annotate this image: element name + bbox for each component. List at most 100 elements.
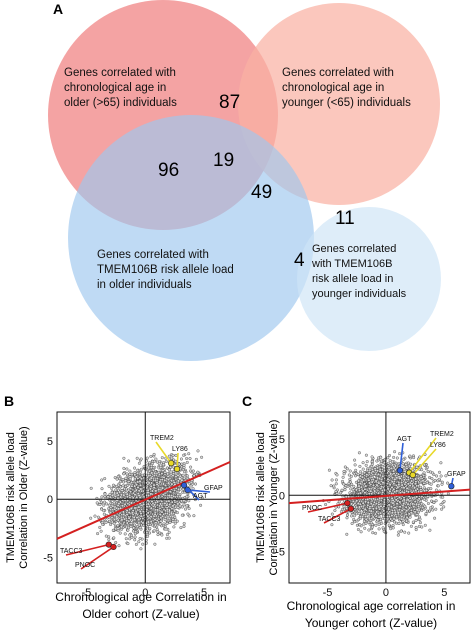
data-point — [124, 506, 128, 510]
data-point — [387, 509, 391, 513]
data-point — [434, 507, 438, 511]
data-point — [361, 481, 365, 485]
data-point — [404, 489, 408, 493]
data-point — [167, 482, 171, 486]
data-point — [382, 508, 386, 512]
data-point — [146, 502, 150, 506]
data-point — [178, 479, 182, 483]
data-point — [127, 526, 131, 530]
data-point — [125, 506, 129, 510]
data-point — [167, 482, 170, 486]
data-point — [386, 482, 390, 486]
data-point — [383, 489, 387, 493]
data-point — [119, 506, 123, 510]
data-point — [385, 478, 389, 482]
data-point — [401, 486, 405, 490]
data-point — [187, 507, 191, 510]
data-point — [147, 502, 151, 506]
data-point — [389, 486, 392, 490]
data-point — [153, 495, 157, 499]
data-point — [139, 527, 143, 531]
data-point — [361, 467, 365, 471]
data-point — [362, 476, 366, 480]
data-point — [115, 501, 118, 505]
data-point — [144, 514, 148, 518]
data-point — [154, 508, 158, 512]
data-point — [132, 474, 136, 478]
data-point — [379, 492, 383, 495]
data-point — [135, 483, 139, 487]
data-point — [376, 507, 380, 511]
data-point — [146, 478, 150, 482]
data-point — [157, 491, 161, 495]
data-point — [371, 477, 375, 481]
data-point — [111, 509, 115, 513]
data-point — [386, 504, 390, 508]
data-point — [397, 488, 401, 492]
data-point — [144, 526, 148, 530]
data-point — [367, 479, 371, 483]
data-point — [150, 496, 154, 500]
data-point — [409, 509, 413, 513]
data-point — [106, 494, 110, 498]
data-point — [348, 491, 352, 495]
data-point — [436, 484, 440, 488]
data-point — [400, 492, 403, 495]
data-point — [144, 481, 148, 485]
data-point — [142, 501, 146, 505]
data-point — [389, 493, 393, 497]
data-point — [391, 511, 395, 515]
data-point — [154, 497, 158, 501]
data-point — [164, 495, 168, 499]
data-point — [373, 470, 377, 474]
data-point — [408, 485, 412, 489]
data-point — [387, 506, 390, 510]
data-point — [397, 478, 401, 482]
data-point — [118, 490, 122, 494]
data-point — [175, 462, 179, 466]
data-point — [174, 498, 177, 502]
data-point — [374, 471, 378, 475]
data-point — [375, 514, 379, 518]
data-point — [134, 513, 138, 517]
data-point — [108, 510, 112, 514]
data-point — [133, 489, 137, 493]
data-point — [359, 474, 363, 478]
data-point — [162, 463, 166, 467]
data-point — [370, 514, 373, 518]
data-point — [411, 499, 415, 503]
data-point — [148, 507, 152, 511]
data-point — [127, 492, 131, 496]
data-point — [151, 488, 155, 491]
data-point — [140, 485, 144, 488]
data-point — [356, 479, 360, 483]
data-point — [166, 503, 170, 507]
data-point — [133, 506, 137, 510]
data-point — [155, 518, 159, 522]
data-point — [162, 461, 166, 465]
data-point — [161, 488, 165, 492]
data-point — [139, 512, 143, 515]
data-point — [153, 501, 157, 505]
data-point — [382, 492, 386, 496]
data-point — [371, 478, 375, 482]
data-point — [146, 510, 150, 514]
data-point — [397, 488, 400, 492]
data-point — [139, 495, 143, 498]
data-point — [141, 501, 145, 505]
data-point — [393, 497, 397, 501]
data-point — [163, 484, 167, 488]
data-point — [112, 484, 116, 488]
data-point — [181, 513, 185, 517]
data-point — [147, 509, 151, 513]
data-point — [159, 493, 163, 497]
data-point — [378, 485, 382, 489]
data-point — [383, 490, 387, 494]
data-point — [160, 475, 164, 479]
data-point — [170, 456, 174, 460]
data-point — [390, 473, 394, 477]
data-point — [410, 474, 414, 478]
data-point — [155, 473, 159, 476]
data-point — [160, 505, 164, 509]
data-point — [365, 501, 369, 505]
